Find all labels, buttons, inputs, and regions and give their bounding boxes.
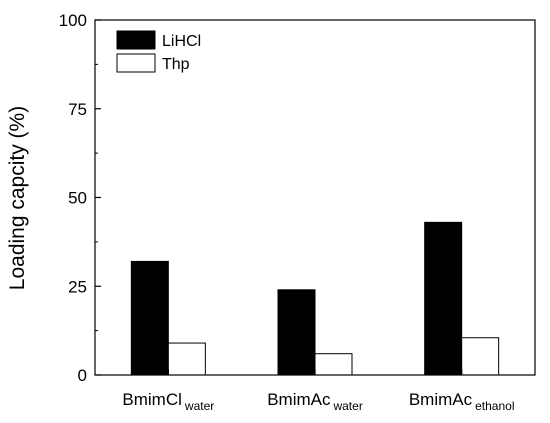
bar-thp-0 (167, 342, 206, 376)
x-axis: BmimCl water BmimAc water BmimAc ethanol (122, 369, 514, 413)
y-tick-label: 50 (68, 189, 87, 208)
x-tick-label: BmimCl water (122, 390, 214, 413)
y-tick-label: 0 (78, 366, 87, 385)
x-tick-label: BmimAc ethanol (409, 390, 515, 413)
y-tick-label: 100 (59, 11, 87, 30)
bar-lihcl-1 (277, 289, 316, 376)
legend-label-lihcl: LiHCl (162, 33, 201, 50)
legend-label-thp: Thp (162, 56, 190, 73)
y-tick-label: 25 (68, 277, 87, 296)
x-tick-label-main: BmimAc (409, 390, 473, 409)
y-axis-label: Loading capcity (%) (6, 106, 29, 290)
bar-lihcl-0 (130, 260, 169, 376)
bar-thp-1 (314, 353, 353, 376)
bar-lihcl-2 (424, 221, 463, 376)
x-tick-label-subscript: ethanol (475, 399, 514, 413)
x-tick-label-subscript: water (332, 399, 362, 413)
legend: LiHCl Thp (116, 30, 201, 73)
chart-marks (130, 221, 500, 376)
legend-swatch-thp (116, 53, 156, 73)
legend-swatch-lihcl (116, 30, 156, 50)
x-tick-label: BmimAc water (267, 390, 363, 413)
x-tick-label-main: BmimAc (267, 390, 331, 409)
bar-thp-2 (461, 337, 500, 376)
y-axis: 0 25 50 75 100 (59, 11, 101, 385)
x-tick-label-main: BmimCl (122, 390, 182, 409)
x-tick-label-subscript: water (184, 399, 214, 413)
y-tick-label: 75 (68, 100, 87, 119)
